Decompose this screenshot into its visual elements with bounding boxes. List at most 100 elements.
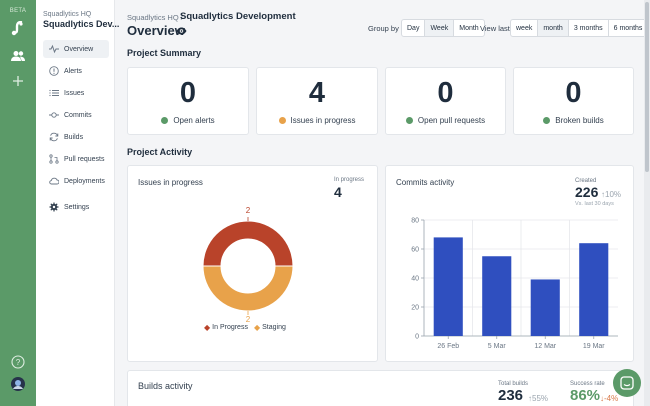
sidebar-item-commits[interactable]: Commits — [43, 106, 109, 124]
sidebar-item-label: Deployments — [64, 177, 105, 185]
list-icon — [49, 89, 59, 97]
summary-card-issues-in-progress[interactable]: 4 Issues in progress — [256, 67, 378, 135]
chart-legend: ◆ In Progress ◆ Staging — [204, 323, 286, 332]
status-dot — [161, 117, 169, 124]
app-rail: BETA ? — [0, 0, 36, 406]
stat-sub: Vs. last 30 days — [575, 201, 614, 207]
y-tick-label: 0 — [415, 334, 419, 341]
stat-delta: ↑10% — [601, 190, 622, 199]
builds-activity-card: Builds activity Total builds 236 ↑55% Su… — [127, 370, 634, 406]
legend-marker-in-progress: ◆ — [204, 323, 211, 332]
view-last-month[interactable]: month — [537, 20, 568, 36]
page-scrollbar[interactable] — [644, 0, 650, 406]
status-dot — [405, 117, 413, 124]
card-title: Builds activity — [138, 381, 193, 391]
y-tick-label: 60 — [411, 247, 419, 254]
stat-value: 4 — [334, 184, 342, 200]
alert-icon — [49, 66, 59, 76]
breadcrumb[interactable]: Squadlytics HQ / — [127, 13, 183, 22]
sidebar-item-label: Alerts — [64, 67, 82, 75]
sidebar-item-label: Overview — [64, 45, 94, 53]
gear-icon — [49, 202, 59, 212]
chat-button[interactable] — [613, 369, 641, 397]
x-tick-label: 12 Mar — [534, 343, 556, 350]
summary-value: 0 — [565, 77, 582, 109]
legend-marker-staging: ◆ — [253, 323, 261, 332]
legend-label-in-progress[interactable]: In Progress — [212, 324, 248, 331]
sidebar-item-label: Builds — [64, 133, 84, 141]
success-rate-delta: ↓-4% — [600, 394, 619, 403]
summary-card-open-alerts[interactable]: 0 Open alerts — [127, 67, 249, 135]
stat-label: In progress — [334, 177, 365, 183]
svg-text:?: ? — [16, 358, 21, 367]
summary-card-open-pull-requests[interactable]: 0 Open pull requests — [385, 67, 506, 135]
donut-slice-staging — [202, 265, 294, 312]
pulse-icon — [49, 44, 59, 54]
x-tick-label: 19 Mar — [583, 343, 605, 350]
sidebar-item-label: Commits — [64, 111, 92, 119]
sidebar-item-pull-requests[interactable]: Pull requests — [43, 150, 109, 168]
sidebar-item-overview[interactable]: Overview — [43, 40, 109, 58]
bar-19-mar — [579, 243, 609, 336]
commits-activity-card: Commits activity Created 226 ↑10% Vs. la… — [385, 165, 634, 362]
total-builds-value: 236 — [498, 387, 524, 404]
add-icon[interactable] — [9, 72, 27, 90]
org-name[interactable]: Squadlytics HQ — [43, 11, 92, 18]
x-tick-label: 26 Feb — [437, 343, 459, 350]
summary-value: 4 — [308, 77, 326, 109]
status-dot — [543, 117, 551, 124]
sidebar-item-label: Settings — [64, 203, 90, 211]
activity-title: Project Activity — [127, 147, 193, 157]
cloud-icon — [49, 177, 59, 185]
summary-label: Open alerts — [173, 116, 215, 125]
summary-title: Project Summary — [127, 48, 202, 58]
data-label: 2 — [246, 206, 251, 215]
bar-26-feb — [433, 237, 463, 336]
commits-bar-chart: 0 20 40 60 80 26 Feb 5 Mar 12 Mar 19 Mar — [411, 218, 618, 350]
pull-request-icon — [49, 154, 59, 164]
stat-label: Created — [575, 178, 597, 184]
sidebar-item-label: Issues — [64, 89, 85, 97]
card-title: Commits activity — [396, 178, 455, 187]
user-avatar[interactable] — [9, 375, 27, 393]
commit-icon — [49, 112, 59, 118]
group-by-month[interactable]: Month — [453, 20, 483, 36]
logo-icon[interactable] — [9, 20, 27, 38]
sidebar-item-builds[interactable]: Builds — [43, 128, 109, 146]
group-by-week[interactable]: Week — [424, 20, 454, 36]
data-label: 2 — [246, 315, 251, 324]
chat-icon — [620, 376, 634, 390]
success-rate-value: 86% — [570, 387, 601, 404]
team-icon[interactable] — [9, 47, 27, 65]
page-title: Overview — [127, 23, 185, 38]
bar-12-mar — [530, 279, 560, 336]
group-by-day[interactable]: Day — [407, 24, 420, 32]
scrollbar-thumb[interactable] — [645, 2, 649, 172]
beta-label: BETA — [9, 8, 27, 14]
summary-label: Broken builds — [555, 116, 604, 125]
sidebar-item-alerts[interactable]: Alerts — [43, 62, 109, 80]
sidebar-item-issues[interactable]: Issues — [43, 84, 109, 102]
view-last-3-months[interactable]: 3 months — [567, 20, 608, 36]
legend-label-staging[interactable]: Staging — [262, 324, 286, 331]
sidebar-item-label: Pull requests — [64, 155, 105, 163]
summary-label: Issues in progress — [290, 116, 356, 125]
view-last-week[interactable]: week — [516, 24, 533, 32]
sidebar-item-settings[interactable]: Settings — [43, 198, 109, 216]
y-tick-label: 40 — [411, 276, 419, 283]
x-tick-label: 5 Mar — [488, 343, 507, 350]
total-builds-label: Total builds — [498, 381, 529, 387]
sidebar-item-deployments[interactable]: Deployments — [43, 172, 109, 190]
view-last-label: View last — [480, 24, 510, 33]
project-title: Squadlytics Development — [180, 11, 296, 22]
y-tick-label: 20 — [411, 305, 419, 312]
summary-label: Open pull requests — [417, 116, 486, 125]
summary-card-broken-builds[interactable]: 0 Broken builds — [513, 67, 634, 135]
summary-value: 0 — [437, 77, 454, 109]
view-last-6-months[interactable]: 6 months — [607, 20, 648, 36]
summary-value: 0 — [179, 77, 197, 109]
project-name[interactable]: Squadlytics Dev... — [43, 19, 120, 29]
help-icon[interactable]: ? — [9, 353, 27, 371]
eye-icon[interactable] — [176, 27, 187, 35]
